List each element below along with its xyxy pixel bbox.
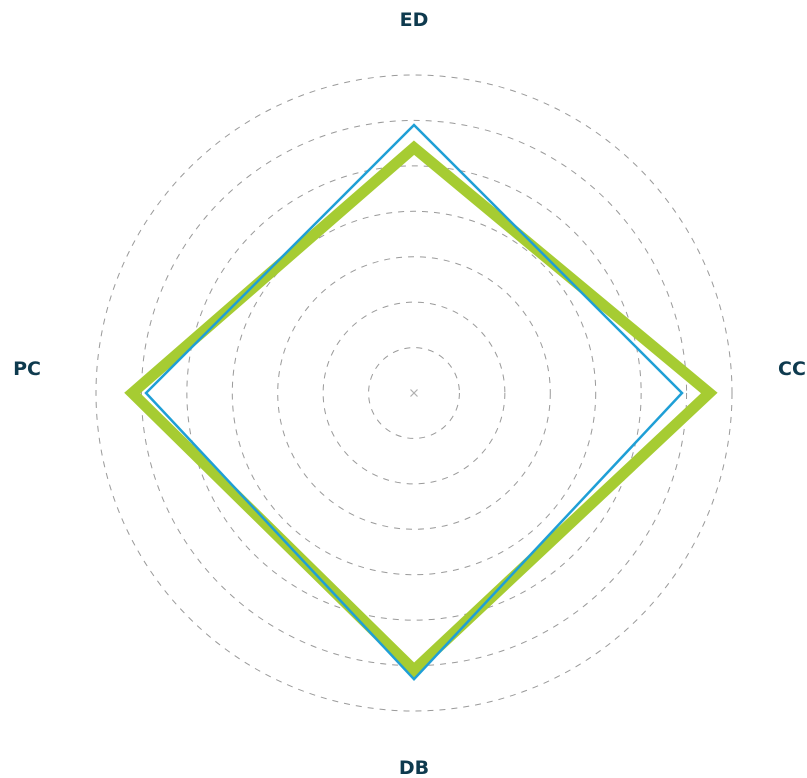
axis-label-ed: ED — [400, 9, 429, 31]
grid-ring-4 — [231, 210, 597, 576]
grid-ring-5 — [186, 165, 642, 621]
series-layer — [124, 123, 718, 682]
grid-ring-6 — [140, 119, 688, 667]
series-2-polygon — [124, 140, 718, 678]
grid-rings — [95, 74, 733, 712]
axis-label-cc: CC — [778, 358, 806, 380]
grid-ring-7 — [95, 74, 733, 712]
grid-ring-3 — [277, 256, 551, 530]
grid-ring-2 — [322, 301, 506, 485]
grid-ring-1 — [368, 347, 460, 439]
center-mark — [410, 389, 418, 397]
axis-label-pc: PC — [13, 358, 41, 380]
axis-label-db: DB — [399, 757, 429, 778]
series-1-polygon — [144, 123, 684, 682]
